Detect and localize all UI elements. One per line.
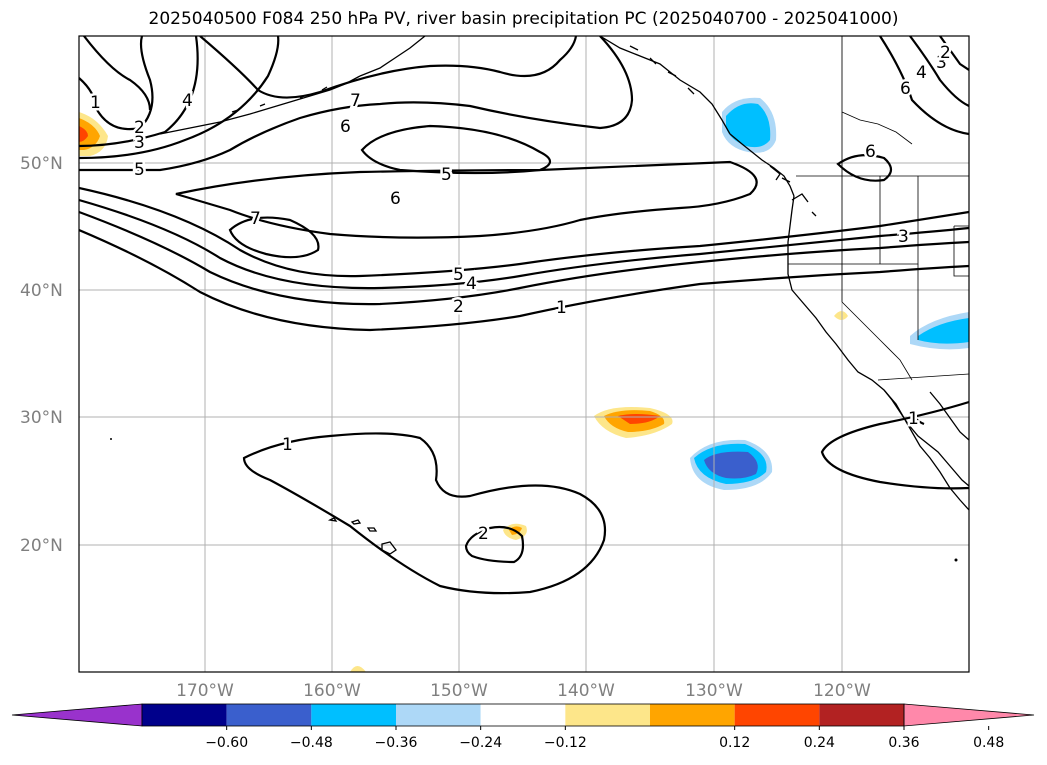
longitude-labels: 170°W 160°W 150°W 140°W 130°W 120°W	[176, 681, 871, 701]
contour-label: 3	[898, 227, 909, 247]
colorbar-segment	[480, 704, 566, 726]
lon-label: 140°W	[557, 681, 615, 701]
contour-label: 6	[900, 79, 911, 99]
contour-label: 4	[916, 63, 927, 83]
pv-contours	[79, 36, 969, 595]
colorbar-segment	[819, 704, 904, 726]
contour-label: 2	[940, 43, 951, 63]
contour-label: 5	[134, 160, 145, 180]
colorbar-segment	[396, 704, 481, 726]
colorbar-tick-label: −0.48	[290, 735, 333, 751]
contour-label: 2	[478, 524, 489, 544]
colorbar-segment	[565, 704, 650, 726]
lat-label: 50°N	[20, 154, 63, 174]
lat-label: 40°N	[20, 281, 63, 301]
contour-label: 4	[466, 274, 477, 294]
contour-label: 2	[453, 297, 464, 317]
colorbar-segment	[650, 704, 735, 726]
lat-label: 20°N	[20, 536, 63, 556]
contour-label: 1	[282, 435, 293, 455]
colorbar-tick-label: −0.12	[544, 735, 587, 751]
colorbar-segment	[226, 704, 312, 726]
colorbar: −0.60 −0.48 −0.36 −0.24 −0.12 0.12 0.24 0.36 0.4…	[11, 703, 1035, 751]
contour-label: 3	[936, 53, 947, 73]
lon-label: 170°W	[176, 681, 234, 701]
latitude-labels: 50°N 40°N 30°N 20°N	[20, 154, 63, 556]
coastlines	[110, 36, 969, 562]
colorbar-tick-label: −0.24	[459, 735, 502, 751]
map-frame	[78, 35, 970, 673]
colorbar-extend-max	[903, 703, 1035, 727]
pv-contour-labels: 1 2 3 4 5 6 7 6 5 7 6 5 4 2 1 3 6 4 3 2 …	[88, 41, 954, 547]
figure-title: 2025040500 F084 250 hPa PV, river basin …	[148, 9, 899, 29]
colorbar-tick-label: 0.24	[804, 735, 835, 751]
colorbar-segment	[734, 704, 820, 726]
contour-label: 7	[250, 209, 261, 229]
political-borders	[788, 36, 969, 381]
contour-label: 1	[908, 409, 919, 429]
lon-label: 130°W	[685, 681, 743, 701]
contour-label: 1	[90, 93, 101, 113]
contour-label: 6	[865, 142, 876, 162]
contour-label: 7	[350, 91, 361, 111]
contour-label: 4	[182, 91, 193, 111]
colorbar-tick-label: 0.48	[973, 735, 1004, 751]
colorbar-outline	[141, 703, 905, 727]
colorbar-extend-min	[11, 703, 143, 727]
contour-label: 3	[134, 133, 145, 153]
contour-label: 5	[453, 265, 464, 285]
colorbar-segment	[311, 704, 396, 726]
lon-label: 160°W	[303, 681, 361, 701]
colorbar-tick-label: −0.36	[375, 735, 418, 751]
contour-label: 1	[556, 298, 567, 318]
lon-label: 150°W	[430, 681, 488, 701]
lat-label: 30°N	[20, 408, 63, 428]
colorbar-tick-label: 0.36	[888, 735, 919, 751]
contour-label: 5	[441, 165, 452, 185]
colorbar-segment	[142, 704, 227, 726]
contour-label: 2	[134, 118, 145, 138]
colorbar-tick-label: −0.60	[205, 735, 248, 751]
contour-label: 6	[390, 189, 401, 209]
map-area	[79, 36, 969, 672]
contour-label: 6	[340, 117, 351, 137]
lon-label: 120°W	[813, 681, 871, 701]
colorbar-tick-label: 0.12	[719, 735, 750, 751]
